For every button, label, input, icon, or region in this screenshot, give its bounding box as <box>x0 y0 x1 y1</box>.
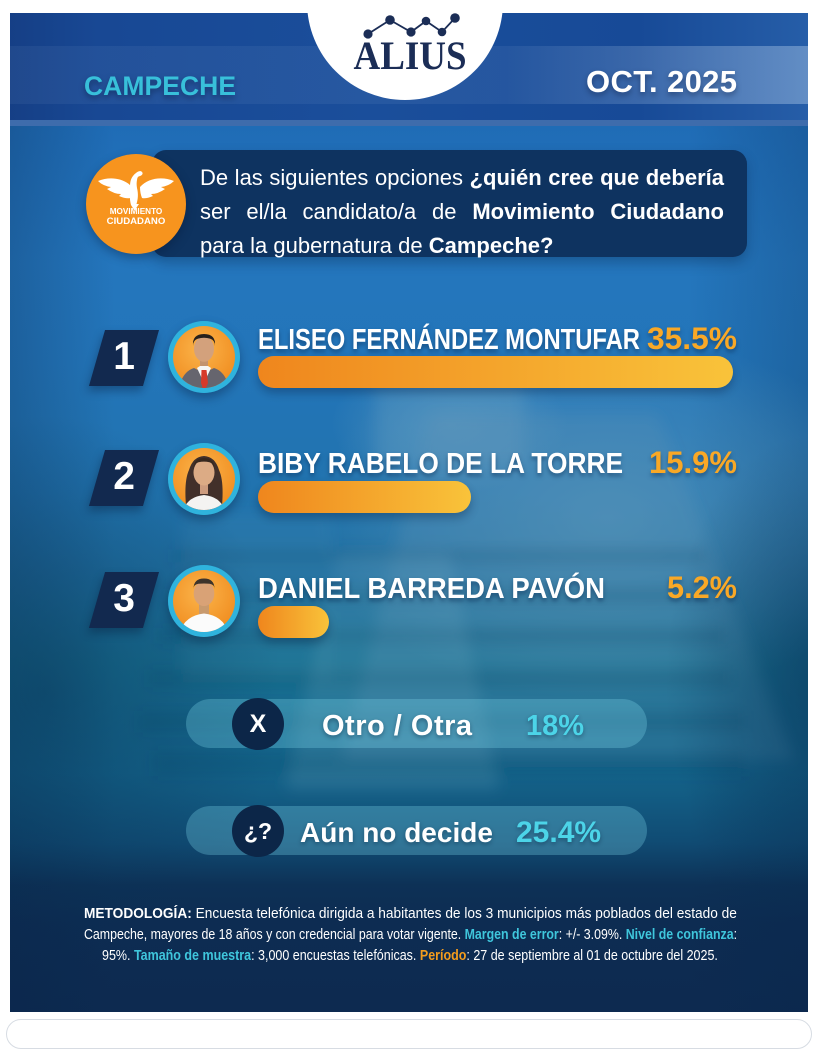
svg-text:MOVIMIENTO: MOVIMIENTO <box>110 207 163 216</box>
svg-text:DANIEL BARREDA PAVÓN: DANIEL BARREDA PAVÓN <box>258 571 605 604</box>
svg-text:15.9%: 15.9% <box>649 444 737 479</box>
svg-text:ALIUS: ALIUS <box>354 33 467 78</box>
svg-text:CAMPECHE: CAMPECHE <box>84 71 236 101</box>
svg-text:BIBY RABELO DE LA TORRE: BIBY RABELO DE LA TORRE <box>258 448 623 479</box>
svg-text:OCT. 2025: OCT. 2025 <box>586 64 737 99</box>
svg-text:ELISEO FERNÁNDEZ MONTUFAR: ELISEO FERNÁNDEZ MONTUFAR <box>258 322 640 355</box>
svg-text:5.2%: 5.2% <box>667 569 737 604</box>
svg-text:35.5%: 35.5% <box>647 320 737 355</box>
svg-text:CIUDADANO: CIUDADANO <box>107 216 166 227</box>
